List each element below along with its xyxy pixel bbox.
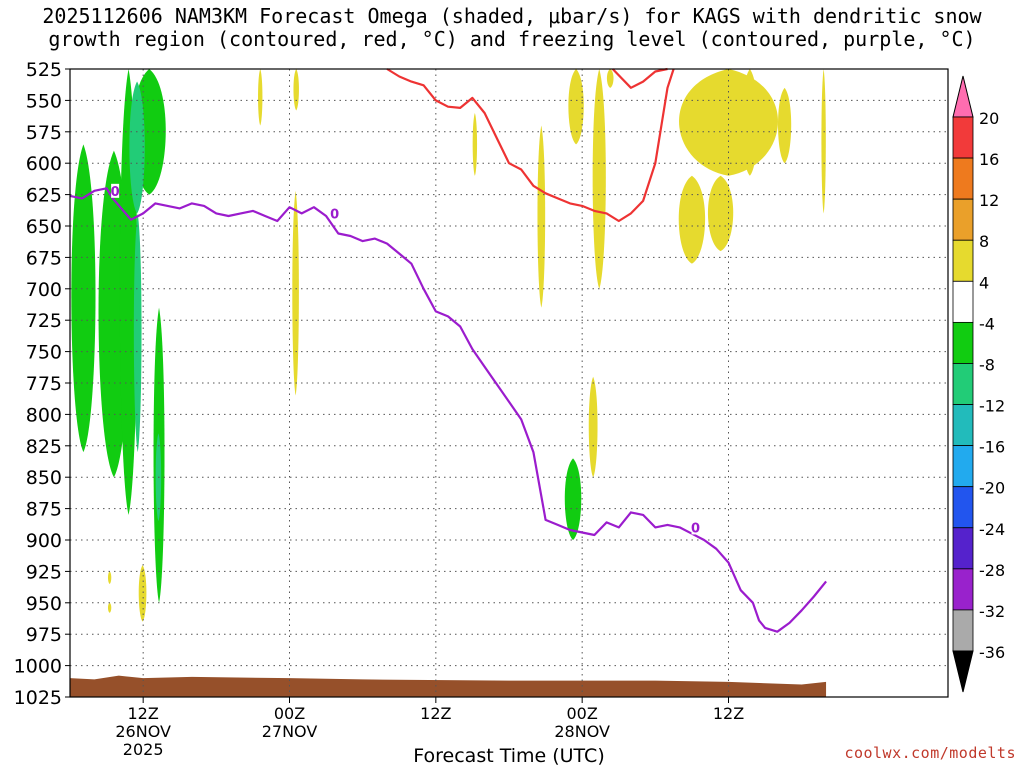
- colorbar-label: 8: [979, 232, 989, 251]
- y-tick-label: 575: [26, 122, 62, 144]
- freezing-level-label: 0: [330, 207, 339, 222]
- x-tick-label: 12Z: [713, 704, 744, 723]
- y-tick-label: 775: [26, 373, 62, 395]
- strong-negative-omega-region: [133, 213, 142, 453]
- positive-omega-region: [258, 69, 263, 126]
- y-tick-label: 950: [26, 593, 62, 615]
- omega-shading: [71, 69, 826, 622]
- freezing-label-bg: [691, 520, 700, 535]
- positive-omega-region: [293, 69, 299, 111]
- positive-omega-region: [777, 87, 792, 164]
- colorbar-segment: [952, 363, 974, 405]
- y-tick-label: 600: [26, 153, 62, 175]
- y-tick-label: 700: [26, 279, 62, 301]
- positive-omega-region: [679, 69, 778, 176]
- y-tick-label: 750: [26, 342, 62, 364]
- y-tick-label: 900: [26, 530, 62, 552]
- positive-omega-region: [678, 175, 706, 264]
- colorbar-segment: [952, 445, 974, 488]
- x-axis-title: Forecast Time (UTC): [413, 745, 605, 767]
- watermark: coolwx.com/modelts: [844, 744, 1016, 762]
- y-tick-label: 625: [26, 185, 62, 207]
- x-tick-date: 26NOV: [115, 722, 171, 741]
- colorbar-label: 16: [979, 150, 999, 169]
- negative-omega-region: [564, 458, 582, 540]
- positive-omega-region: [606, 69, 614, 88]
- positive-omega-region: [472, 112, 478, 176]
- y-tick-label: 525: [26, 59, 62, 81]
- colorbar-segment: [952, 116, 974, 159]
- y-tick-label: 1000: [14, 656, 62, 678]
- positive-omega-region: [707, 175, 734, 252]
- colorbar-segment: [952, 404, 974, 447]
- positive-omega-region: [138, 565, 147, 622]
- dgz-contour-line: [611, 67, 668, 89]
- colorbar-segment: [952, 568, 974, 611]
- colorbar-label: 12: [979, 191, 999, 210]
- colorbar-top-arrow: [952, 75, 974, 118]
- positive-omega-region: [107, 571, 112, 584]
- colorbar-bottom-arrow: [952, 650, 974, 693]
- positive-omega-region: [292, 190, 299, 396]
- colorbar-segment: [952, 157, 974, 200]
- chart-title-line2: growth region (contoured, red, °C) and f…: [48, 27, 976, 51]
- positive-omega-region: [568, 69, 584, 145]
- colorbar-label: -8: [979, 355, 995, 374]
- x-tick-date: 28NOV: [554, 722, 610, 741]
- x-tick-year: 2025: [123, 740, 164, 759]
- y-tick-label: 1025: [14, 687, 62, 709]
- colorbar-label: -16: [979, 438, 1005, 457]
- dgz-contour-line: [386, 68, 675, 223]
- colorbar-label: -12: [979, 397, 1005, 416]
- y-tick-label: 550: [26, 90, 62, 112]
- x-tick-date: 27NOV: [262, 722, 318, 741]
- colorbar-label: -32: [979, 602, 1005, 621]
- colorbar-label: 20: [979, 109, 999, 128]
- freezing-level-label: 0: [111, 185, 120, 200]
- y-tick-label: 825: [26, 436, 62, 458]
- colorbar-label: -36: [979, 643, 1005, 662]
- freezing-label-bg: [330, 206, 339, 221]
- positive-omega-region: [821, 69, 826, 214]
- positive-omega-region: [592, 69, 606, 289]
- y-tick-label: 850: [26, 467, 62, 489]
- colorbar-segment: [952, 486, 974, 529]
- ground-terrain: [70, 675, 827, 697]
- positive-omega-region: [107, 602, 112, 613]
- y-tick-label: 975: [26, 624, 62, 646]
- colorbar-segment: [952, 321, 974, 364]
- colorbar-segment: [952, 609, 974, 652]
- y-tick-label: 925: [26, 561, 62, 583]
- x-tick-label: 12Z: [420, 704, 451, 723]
- y-tick-label: 725: [26, 310, 62, 332]
- x-tick-label: 12Z: [128, 704, 159, 723]
- colorbar-segment: [952, 527, 974, 570]
- colorbar-segment: [952, 239, 974, 282]
- x-tick-label: 00Z: [567, 704, 598, 723]
- freezing-label-bg: [111, 183, 120, 198]
- colorbar-segment: [952, 280, 974, 323]
- positive-omega-region: [741, 69, 759, 176]
- freezing-level-line: [69, 187, 827, 633]
- colorbar-label: 4: [979, 273, 989, 292]
- strong-negative-omega-region: [129, 81, 145, 214]
- negative-omega-region: [71, 144, 96, 453]
- colorbar-label: -24: [979, 520, 1005, 539]
- y-tick-label: 650: [26, 216, 62, 238]
- y-tick-label: 875: [26, 499, 62, 521]
- colorbar-label: -4: [979, 314, 995, 333]
- x-tick-label: 00Z: [274, 704, 305, 723]
- positive-omega-region: [588, 376, 598, 478]
- colorbar-segment: [952, 198, 974, 241]
- colorbar-label: -20: [979, 479, 1005, 498]
- chart-title-line1: 2025112606 NAM3KM Forecast Omega (shaded…: [42, 4, 982, 28]
- y-tick-label: 800: [26, 404, 62, 426]
- freezing-level-label: 0: [691, 521, 700, 536]
- colorbar-label: -28: [979, 561, 1005, 580]
- positive-omega-region: [537, 125, 546, 308]
- y-tick-label: 675: [26, 247, 62, 269]
